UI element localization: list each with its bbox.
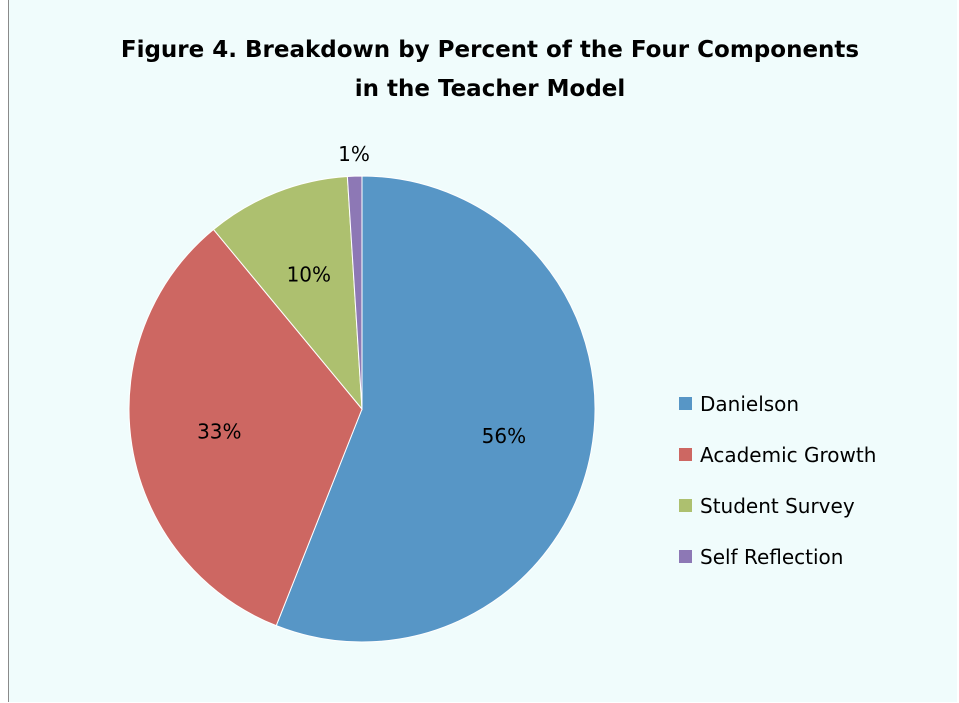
legend-label-student-survey: Student Survey [700, 494, 855, 518]
chart-title-line-2: in the Teacher Model [355, 76, 626, 102]
data-label-danielson: 56% [482, 424, 526, 448]
legend-label-self-reflection: Self Reflection [700, 545, 843, 569]
legend-swatch-student-survey [679, 499, 692, 512]
pie-slices [129, 176, 595, 642]
legend-swatch-self-reflection [679, 550, 692, 563]
legend-label-academic-growth: Academic Growth [700, 443, 876, 467]
chart-title-line-1: Figure 4. Breakdown by Percent of the Fo… [121, 37, 859, 63]
chart-title: Figure 4. Breakdown by Percent of the Fo… [121, 37, 859, 102]
legend-swatch-academic-growth [679, 448, 692, 461]
legend-label-danielson: Danielson [700, 392, 799, 416]
legend-swatch-danielson [679, 397, 692, 410]
legend: Danielson Academic Growth Student Survey Se… [679, 392, 876, 569]
data-label-self-reflection: 1% [338, 142, 370, 166]
data-label-student-survey: 10% [287, 263, 331, 287]
data-label-academic-growth: 33% [197, 420, 241, 444]
